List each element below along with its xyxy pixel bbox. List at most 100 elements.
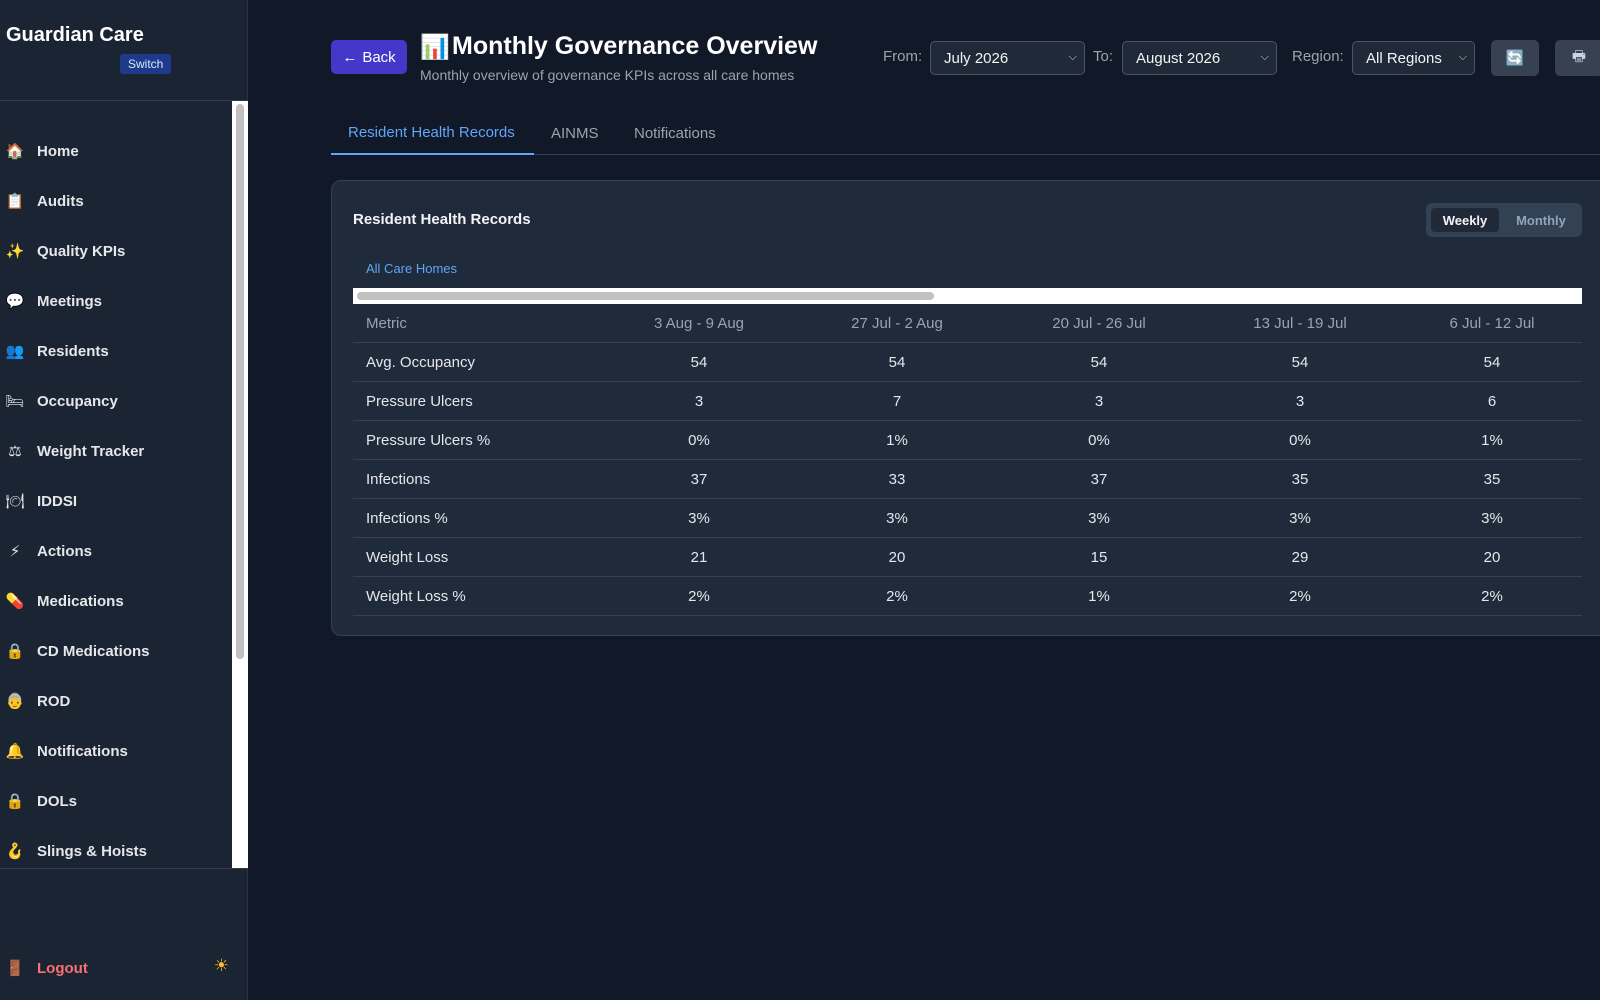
sidebar-item-label: Meetings	[37, 292, 103, 310]
sidebar-item-occupancy[interactable]: 🛏 Occupancy	[0, 379, 232, 423]
main-content: ← Back 📊 Monthly Governance Overview Mon…	[248, 0, 1600, 1000]
logout-button[interactable]: 🚪 Logout	[0, 948, 240, 988]
sidebar-item-home[interactable]: 🏠 Home	[0, 129, 232, 173]
value-cell: 37	[1090, 471, 1108, 488]
table-header-row: Metric 3 Aug - 9 Aug 27 Jul - 2 Aug 20 J…	[353, 304, 1582, 343]
refresh-icon: 🔄	[1505, 49, 1525, 67]
sidebar-item-label: ROD	[37, 692, 71, 710]
page-subtitle: Monthly overview of governance KPIs acro…	[420, 67, 795, 83]
sidebar-item-label: DOLs	[37, 792, 78, 810]
value-cell: 1%	[1088, 588, 1110, 605]
sidebar-item-dols[interactable]: 🔒 DOLs	[0, 779, 232, 823]
from-label: From:	[883, 48, 923, 65]
door-icon: 🚪	[5, 959, 25, 977]
table-row: Pressure Ulcers % 0% 1% 0% 0% 1%	[353, 421, 1582, 460]
sidebar-item-meetings[interactable]: 💬 Meetings	[0, 279, 232, 323]
back-button[interactable]: ← Back	[331, 40, 407, 74]
weekly-toggle[interactable]: Weekly	[1431, 208, 1499, 232]
sidebar-item-label: Medications	[37, 592, 124, 610]
sidebar-item-cd-medications[interactable]: 🔒 CD Medications	[0, 629, 232, 673]
scales-icon: ⚖	[8, 442, 22, 460]
chevron-down-icon: ⌵	[1068, 50, 1077, 63]
sidebar-item-label: CD Medications	[37, 642, 150, 660]
chevron-down-icon: ⌵	[1458, 50, 1467, 63]
sidebar-item-iddsi[interactable]: 🍽 IDDSI	[0, 479, 232, 523]
metric-cell: Avg. Occupancy	[366, 354, 475, 371]
value-cell: 3%	[1289, 510, 1311, 527]
sidebar-item-residents[interactable]: 👥 Residents	[0, 329, 232, 373]
sidebar-scrollbar[interactable]	[232, 101, 248, 868]
sidebar-item-label: Weight Tracker	[37, 442, 145, 460]
tab-notifications[interactable]: Notifications	[634, 125, 716, 142]
monthly-toggle[interactable]: Monthly	[1516, 212, 1566, 228]
table-scrollbar-thumb[interactable]	[357, 292, 934, 300]
to-select[interactable]: August 2026 ⌵	[1122, 41, 1277, 75]
sidebar-item-label: Notifications	[37, 742, 128, 760]
sidebar-item-label: IDDSI	[37, 492, 78, 510]
tab-resident-health-records[interactable]: Resident Health Records	[331, 112, 534, 155]
sidebar-item-slings-hoists[interactable]: 🪝 Slings & Hoists	[0, 829, 232, 868]
metric-cell: Infections	[366, 471, 431, 488]
bed-icon: 🛏	[5, 392, 25, 410]
arrow-left-icon: ←	[342, 48, 358, 66]
sidebar-item-label: Slings & Hoists	[37, 842, 148, 860]
older-woman-icon: 👵	[5, 692, 25, 710]
value-cell: 3%	[886, 510, 908, 527]
sidebar-item-weight-tracker[interactable]: ⚖ Weight Tracker	[0, 429, 232, 473]
sidebar-item-label: Quality KPIs	[37, 242, 126, 260]
value-cell: 37	[690, 471, 708, 488]
metric-cell: Weight Loss	[366, 549, 449, 566]
value-cell: 2%	[1289, 588, 1311, 605]
sidebar-item-rod[interactable]: 👵 ROD	[0, 679, 232, 723]
region-label: Region:	[1292, 48, 1344, 65]
value-cell: 54	[888, 354, 906, 371]
metric-cell: Pressure Ulcers %	[366, 432, 491, 449]
logout-label: Logout	[37, 959, 88, 977]
refresh-button[interactable]: 🔄	[1491, 40, 1539, 76]
to-select-value: August 2026	[1136, 49, 1221, 67]
value-cell: 54	[1090, 354, 1108, 371]
sidebar-item-medications[interactable]: 💊 Medications	[0, 579, 232, 623]
tab-ainms[interactable]: AINMS	[551, 125, 599, 142]
from-select[interactable]: July 2026 ⌵	[930, 41, 1085, 75]
sidebar-scrollbar-thumb[interactable]	[236, 104, 244, 659]
value-cell: 35	[1483, 471, 1501, 488]
clipboard-icon: 📋	[5, 192, 25, 210]
sidebar-item-label: Home	[37, 142, 79, 160]
sidebar-item-audits[interactable]: 📋 Audits	[0, 179, 232, 223]
brand-header: Guardian Care Switch	[0, 0, 247, 101]
region-select[interactable]: All Regions ⌵	[1352, 41, 1475, 75]
value-cell: 3	[694, 393, 704, 410]
brand-title: Guardian Care	[6, 24, 144, 46]
page-title: Monthly Governance Overview	[452, 32, 818, 60]
metric-cell: Pressure Ulcers	[366, 393, 473, 410]
bell-icon: 🔔	[5, 742, 25, 760]
sidebar-item-actions[interactable]: ⚡ Actions	[0, 529, 232, 573]
print-button[interactable]: 🖶	[1555, 40, 1600, 76]
from-select-value: July 2026	[944, 49, 1009, 67]
table-row: Weight Loss % 2% 2% 1% 2% 2%	[353, 577, 1582, 616]
column-header: 13 Jul - 19 Jul	[1253, 315, 1347, 332]
hook-icon: 🪝	[5, 842, 25, 860]
switch-button[interactable]: Switch	[120, 54, 172, 74]
sidebar-item-quality-kpis[interactable]: ✨ Quality KPIs	[0, 229, 232, 273]
subtab-all-care-homes[interactable]: All Care Homes	[366, 261, 458, 276]
sidebar-item-notifications[interactable]: 🔔 Notifications	[0, 729, 232, 773]
column-header: 20 Jul - 26 Jul	[1052, 315, 1146, 332]
home-icon: 🏠	[5, 142, 25, 160]
card-title: Resident Health Records	[353, 211, 531, 228]
value-cell: 54	[1483, 354, 1501, 371]
metric-cell: Infections %	[366, 510, 448, 527]
table-scrollbar[interactable]	[353, 288, 1582, 304]
value-cell: 3%	[1481, 510, 1503, 527]
table-row: Weight Loss 21 20 15 29 20	[353, 538, 1582, 577]
back-label: Back	[362, 48, 396, 66]
sun-icon[interactable]: ☀	[213, 956, 229, 976]
lock-icon: 🔒	[5, 642, 25, 660]
value-cell: 29	[1291, 549, 1309, 566]
sidebar: Guardian Care Switch 🏠 Home 📋 Audits ✨ Q…	[0, 0, 248, 1000]
value-cell: 35	[1291, 471, 1309, 488]
printer-icon: 🖶	[1571, 46, 1587, 65]
sidebar-item-label: Audits	[37, 192, 84, 210]
column-header: 3 Aug - 9 Aug	[653, 315, 745, 332]
